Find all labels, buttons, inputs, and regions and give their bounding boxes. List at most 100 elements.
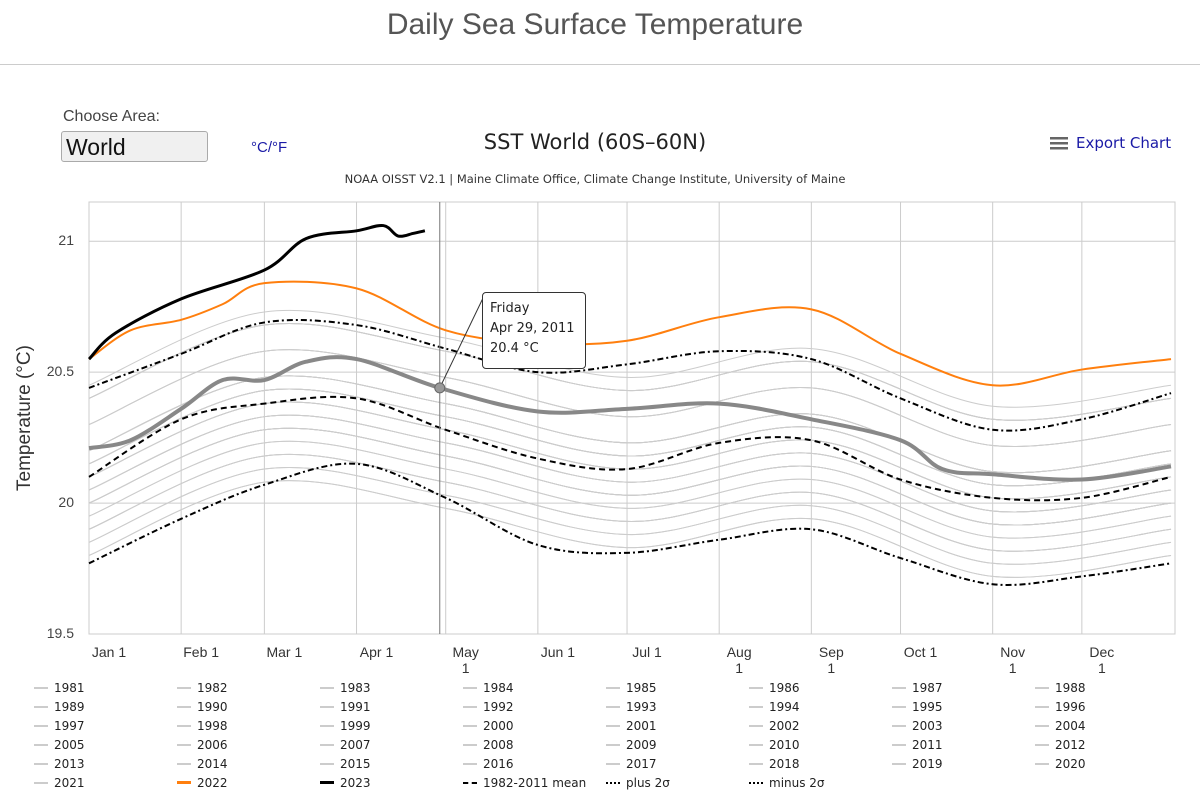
legend-item-1996[interactable]: 1996 [1035,700,1086,714]
legend-item-1985[interactable]: 1985 [606,681,657,695]
legend-item-1983[interactable]: 1983 [320,681,371,695]
export-chart-button[interactable]: Export Chart [1050,134,1171,152]
legend-swatch-icon [320,687,334,689]
legend-label: 1996 [1055,699,1086,714]
legend-item-2007[interactable]: 2007 [320,738,371,752]
series-line-2000[interactable] [88,427,1172,526]
legend-item-2004[interactable]: 2004 [1035,719,1086,733]
legend-item-1993[interactable]: 1993 [606,700,657,714]
legend-label: 1994 [769,699,800,714]
legend-swatch-icon [463,687,477,689]
legend-item-1997[interactable]: 1997 [34,719,85,733]
legend-item-2010[interactable]: 2010 [749,738,800,752]
legend-label: 2000 [483,718,514,733]
legend-item-1998[interactable]: 1998 [177,719,228,733]
series-line-2021[interactable] [88,349,1172,447]
tooltip-pointer [439,295,485,389]
series-line-2006[interactable] [88,388,1172,487]
legend-item-2012[interactable]: 2012 [1035,738,1086,752]
legend-item-2018[interactable]: 2018 [749,757,800,771]
legend-item-2006[interactable]: 2006 [177,738,228,752]
series-line-minus-2-[interactable] [88,462,1172,586]
legend-item-2021[interactable]: 2021 [34,776,85,790]
legend-item-1982[interactable]: 1982 [177,681,228,695]
series-line-2013[interactable] [88,375,1172,474]
legend-swatch-icon [177,687,191,689]
legend-item-2002[interactable]: 2002 [749,719,800,733]
series-line-2020[interactable] [88,322,1172,421]
area-select[interactable]: World [61,131,208,162]
legend-label: 2005 [54,737,85,752]
series-line-2023[interactable] [87,223,426,361]
legend-item-2015[interactable]: 2015 [320,757,371,771]
legend-swatch-icon [606,705,620,708]
legend-item-2014[interactable]: 2014 [177,757,228,771]
legend-swatch-icon [177,781,191,784]
legend-swatch-icon [34,781,48,784]
legend-swatch-icon [320,762,334,765]
legend-item-2019[interactable]: 2019 [892,757,943,771]
legend-label: 1981 [54,681,85,695]
series-line-1992[interactable] [88,453,1172,552]
legend-item-1986[interactable]: 1986 [749,681,800,695]
export-chart-label: Export Chart [1076,134,1172,152]
y-tick-label: 21 [58,232,74,249]
legend-item-1981[interactable]: 1981 [34,681,85,695]
legend-item-2020[interactable]: 2020 [1035,757,1086,771]
legend-label: 1995 [912,699,943,714]
legend-item-2016[interactable]: 2016 [463,757,514,771]
legend-label: 1984 [483,681,514,695]
y-tick-label: 19.5 [46,625,74,641]
legend-item-2023[interactable]: 2023 [320,776,371,790]
x-tick-label: Jun 1 [540,644,575,660]
series-line-1982-2011-mean[interactable] [88,395,1172,502]
series-line-2016[interactable] [88,309,1172,408]
legend-swatch-icon [749,687,763,689]
series-line-1996[interactable] [88,440,1172,539]
legend-item-1989[interactable]: 1989 [34,700,85,714]
series-line-1985[interactable] [88,480,1172,578]
legend-item-1990[interactable]: 1990 [177,700,228,714]
legend-label: 2019 [912,756,943,771]
legend-item-1984[interactable]: 1984 [463,681,514,695]
legend-item-2013[interactable]: 2013 [34,757,85,771]
legend-swatch-icon [463,762,477,765]
series-line-2011[interactable] [88,355,1172,482]
legend-item-2017[interactable]: 2017 [606,757,657,771]
legend-item-1991[interactable]: 1991 [320,700,371,714]
x-tick-label: Oct 1 [903,644,938,660]
legend-swatch-icon [463,781,477,784]
legend-label: 2009 [626,737,657,752]
chart-subtitle: NOAA OISST V2.1 | Maine Climate Office, … [344,172,846,186]
legend-item-2011[interactable]: 2011 [892,738,943,752]
tooltip-date: Apr 29, 2011 [490,321,575,336]
legend-item-plus-2-[interactable]: plus 2σ [606,776,670,790]
series-line-plus-2-[interactable] [88,319,1172,432]
legend-item-2000[interactable]: 2000 [463,719,514,733]
legend-item-1992[interactable]: 1992 [463,700,514,714]
series-line-1989[interactable] [88,466,1172,565]
legend-item-1988[interactable]: 1988 [1035,681,1086,695]
legend-swatch-icon [320,705,334,708]
legend-swatch-icon [177,724,191,727]
legend-item-2008[interactable]: 2008 [463,738,514,752]
legend-item-1995[interactable]: 1995 [892,700,943,714]
legend-item-1999[interactable]: 1999 [320,719,371,733]
legend-item-2005[interactable]: 2005 [34,738,85,752]
units-toggle[interactable]: °C/°F [251,139,288,156]
legend-swatch-icon [606,724,620,727]
series-line-2008[interactable] [88,414,1172,513]
legend-item-1982-2011-mean[interactable]: 1982-2011 mean [463,776,586,790]
legend-item-2003[interactable]: 2003 [892,719,943,733]
x-tick-label: Jul 1 [632,644,662,660]
legend-item-2009[interactable]: 2009 [606,738,657,752]
legend-item-2022[interactable]: 2022 [177,776,228,790]
legend-item-1994[interactable]: 1994 [749,700,800,714]
legend-swatch-icon [1035,743,1049,746]
legend-item-2001[interactable]: 2001 [606,719,657,733]
legend-swatch-icon [749,705,763,708]
legend-swatch-icon [892,724,906,727]
legend-item-minus-2-[interactable]: minus 2σ [749,776,825,790]
legend-item-1987[interactable]: 1987 [892,681,943,695]
